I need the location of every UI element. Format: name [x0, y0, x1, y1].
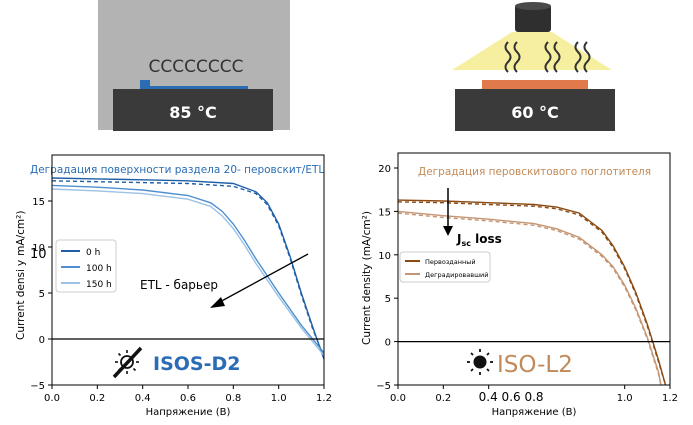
ytick-label-0-1: 0: [39, 335, 45, 346]
series-line-0-1: [51, 180, 325, 358]
ytick-label-1-3: 10: [378, 251, 391, 262]
series-line-0-3: [51, 188, 325, 357]
right-illustration: 60 °C: [452, 2, 615, 131]
xtick-label-0-6: 1.2: [316, 393, 332, 404]
series-line-0-0: [51, 177, 325, 360]
xtick-label-0-3: 0.6: [180, 393, 196, 404]
xtick-label-0-2: 0.4: [135, 393, 151, 404]
chart-left-legend: 0 h 100 h 150 h: [55, 239, 117, 293]
light-cone: [452, 32, 612, 70]
glyph-row: CCCCCCCC: [149, 57, 244, 77]
temperature-label-left: 85 °C: [169, 103, 217, 122]
right-series-group: [397, 199, 667, 386]
sample-layer: [140, 86, 248, 90]
annotation-arrowhead-left: [210, 297, 225, 308]
temperature-label-right: 60 °C: [511, 103, 559, 122]
chart-right-title: Деградация перовскитового поглотителя: [418, 166, 651, 178]
sample-edge: [140, 80, 150, 88]
chart-left: Деградация поверхности раздела 20- перов…: [15, 154, 332, 418]
heater-plate-right: [455, 89, 615, 131]
annotation-etl-barrier: ETL - барьер: [140, 278, 218, 292]
left-illustration: CCCCCCCC 85 °C: [98, 0, 290, 131]
ytick-label-1-5: 20: [378, 164, 391, 175]
ytick-label-0-4: 15: [32, 197, 45, 208]
sample-layer-right: [482, 80, 588, 89]
annotation-arrow-left: [217, 253, 309, 304]
legend-label-100h: 100 h: [86, 264, 112, 274]
xtick-label-0-1: 0.2: [89, 393, 105, 404]
xtick-label-1-0: 0.0: [390, 393, 406, 404]
series-line-1-2: [397, 210, 662, 386]
chart-left-ylabel: Current densiymA/cm²): [15, 211, 27, 340]
chart-right-ylabel: Current density (mA/cm²): [361, 211, 373, 345]
chart-right-xlabel: Напряжение (В): [492, 407, 577, 418]
sun-crossed-out-icon: [112, 346, 143, 379]
xtick-label-0-4: 0.8: [225, 393, 241, 404]
xtick-label-1-3: 1.0: [617, 393, 633, 404]
lamp-top: [515, 2, 551, 10]
heater-plate-icon: [113, 89, 273, 131]
series-line-1-3: [397, 212, 662, 386]
right-y-axis: −5 0 5 10 15 20: [376, 164, 398, 392]
left-series-group: [51, 177, 325, 360]
ytick-label-0-2: 5: [39, 289, 45, 300]
xtick-label-0-0: 0.0: [44, 393, 60, 404]
series-line-1-1: [397, 201, 667, 386]
annotation-arrowhead-right: [443, 226, 453, 236]
legend-label-150h: 150 h: [86, 280, 112, 290]
xtick-label-1-4: 1.2: [662, 393, 678, 404]
ytick-label-0-0: −5: [30, 381, 45, 392]
ytick-label-1-4: 15: [378, 207, 391, 218]
legend-box-right: [399, 251, 491, 283]
sun-icon: [467, 349, 493, 375]
xtick-label-1-1: 0.2: [435, 393, 451, 404]
legend-box-left: [55, 239, 117, 293]
ytick-label-1-0: −5: [376, 381, 391, 392]
badge-iso-l2: ISO-L2: [497, 352, 573, 378]
left-x-axis: 0.0 0.2 0.4 0.6 0.8 1.0 1.2: [44, 385, 332, 404]
ytick-label-1-1: 0: [385, 338, 391, 349]
ytick-label-1-2: 5: [385, 294, 391, 305]
chart-left-title: Деградация поверхности раздела 20- перов…: [30, 164, 324, 176]
chart-right-legend: Первозданный Деградировавший: [399, 251, 491, 283]
legend-label-pristine: Первозданный: [425, 258, 476, 266]
left-y-partial-label: 10: [30, 247, 47, 262]
heat-waves-icon: [504, 41, 591, 73]
annotation-jsc-loss: Jsc loss: [456, 232, 502, 248]
chart-right: Деградация перовскитового поглотителя −5…: [361, 152, 678, 418]
chart-left-xlabel: Напряжение (В): [146, 407, 231, 418]
series-line-1-0: [397, 199, 667, 386]
xtick-label-0-5: 1.0: [271, 393, 287, 404]
right-x-axis: 0.0 0.2 0.4 0.6 0.8 1.0 1.2: [390, 385, 678, 404]
legend-label-0h: 0 h: [86, 248, 100, 258]
badge-isos-d2: ISOS-D2: [153, 353, 240, 375]
lamp-icon: [515, 4, 551, 32]
chart-right-frame: [397, 152, 671, 386]
left-y-axis: −5 0 5 10 15: [30, 197, 52, 392]
series-line-0-2: [51, 184, 325, 354]
xtick-label-1-2: 0.4 0.6 0.8: [479, 390, 544, 404]
legend-label-degraded: Деградировавший: [425, 271, 488, 279]
ytick-label-0-3: 10: [32, 243, 45, 254]
